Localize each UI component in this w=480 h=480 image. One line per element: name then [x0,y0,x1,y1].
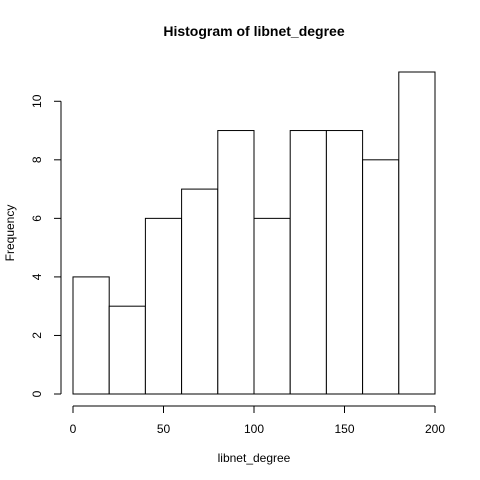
histogram-bar-20-40 [108,305,146,395]
x-tick-label-50: 50 [157,422,171,436]
histogram-bar-100-120 [253,217,291,395]
y-tick-label-4: 4 [30,273,44,280]
y-tick-label-8: 8 [30,156,44,163]
histogram-bar-140-160 [325,130,364,395]
histogram-bar-120-140 [289,130,327,395]
y-tick-label-0: 0 [30,390,44,397]
x-tick-label-0: 0 [70,422,77,436]
histogram-bar-180-200 [398,71,436,395]
x-axis-label: libnet_degree [218,451,291,465]
y-axis: 0 2 4 6 8 10 [30,94,62,397]
histogram-bar-80-100 [217,130,255,395]
x-tick-label-200: 200 [425,422,445,436]
x-tick-label-100: 100 [244,422,264,436]
y-tick-label-10: 10 [30,94,44,108]
histogram-bar-0-20 [72,276,110,395]
y-axis-label: Frequency [3,205,17,262]
y-tick-label-6: 6 [30,215,44,222]
x-tick-label-150: 150 [334,422,354,436]
histogram-bar-40-60 [144,217,183,395]
histogram-bar-160-180 [362,159,400,395]
x-axis: 0 50 100 150 200 [70,405,445,436]
y-tick-label-2: 2 [30,332,44,339]
bars-group [72,71,436,395]
histogram-bar-60-80 [181,188,219,395]
chart-title: Histogram of libnet_degree [163,23,344,39]
